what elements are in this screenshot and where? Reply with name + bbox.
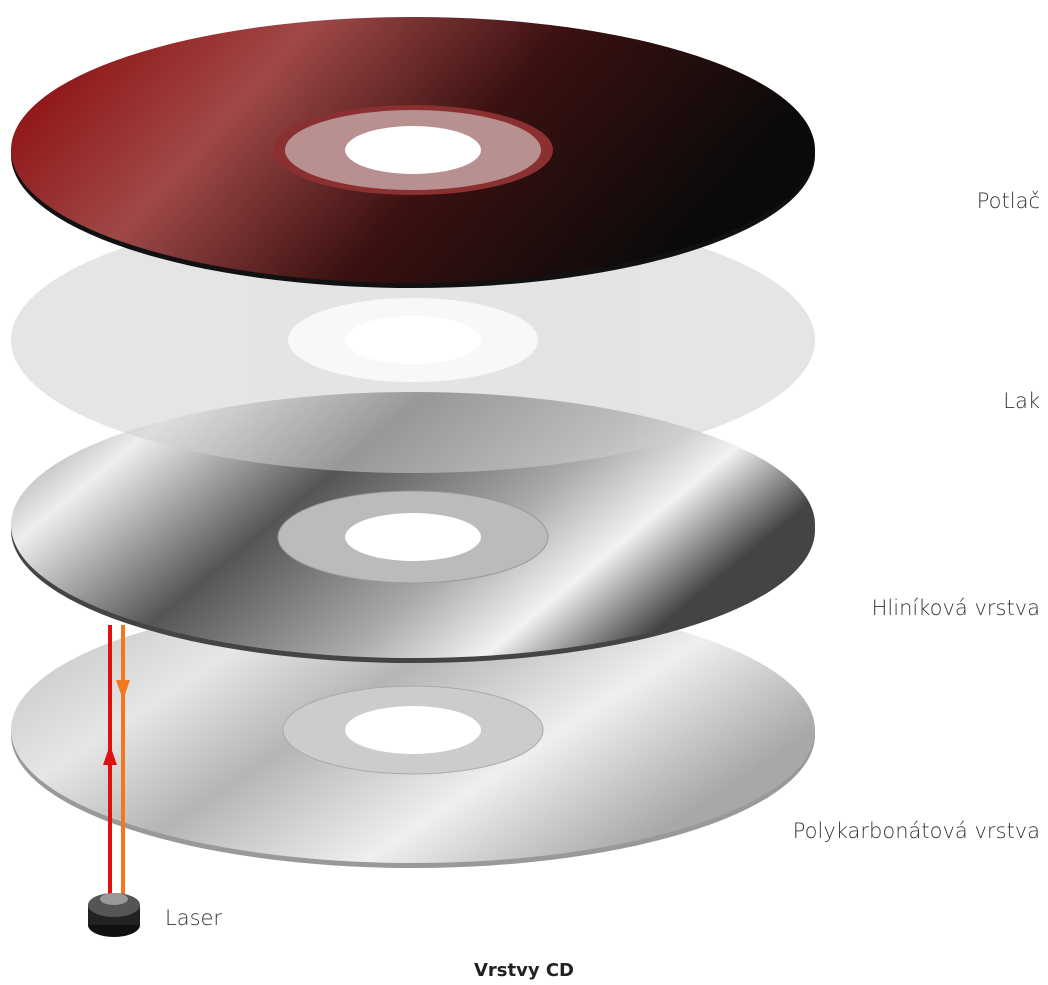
polycarbonate-disc	[11, 597, 815, 868]
laser-label: Laser	[165, 906, 222, 930]
layer-label: Potlač	[977, 189, 1040, 213]
aluminium-disc	[11, 392, 815, 663]
laser-beams	[103, 625, 130, 895]
layer-label: Polykarbonátová vrstva	[793, 819, 1040, 843]
caption: Vrstvy CD	[474, 960, 574, 981]
layer-label: Hliníková vrstva	[872, 596, 1040, 620]
label-disc	[11, 17, 815, 288]
lacquer-disc	[11, 207, 815, 473]
layer-label: Lak	[1003, 389, 1040, 413]
laser-device	[88, 893, 140, 937]
